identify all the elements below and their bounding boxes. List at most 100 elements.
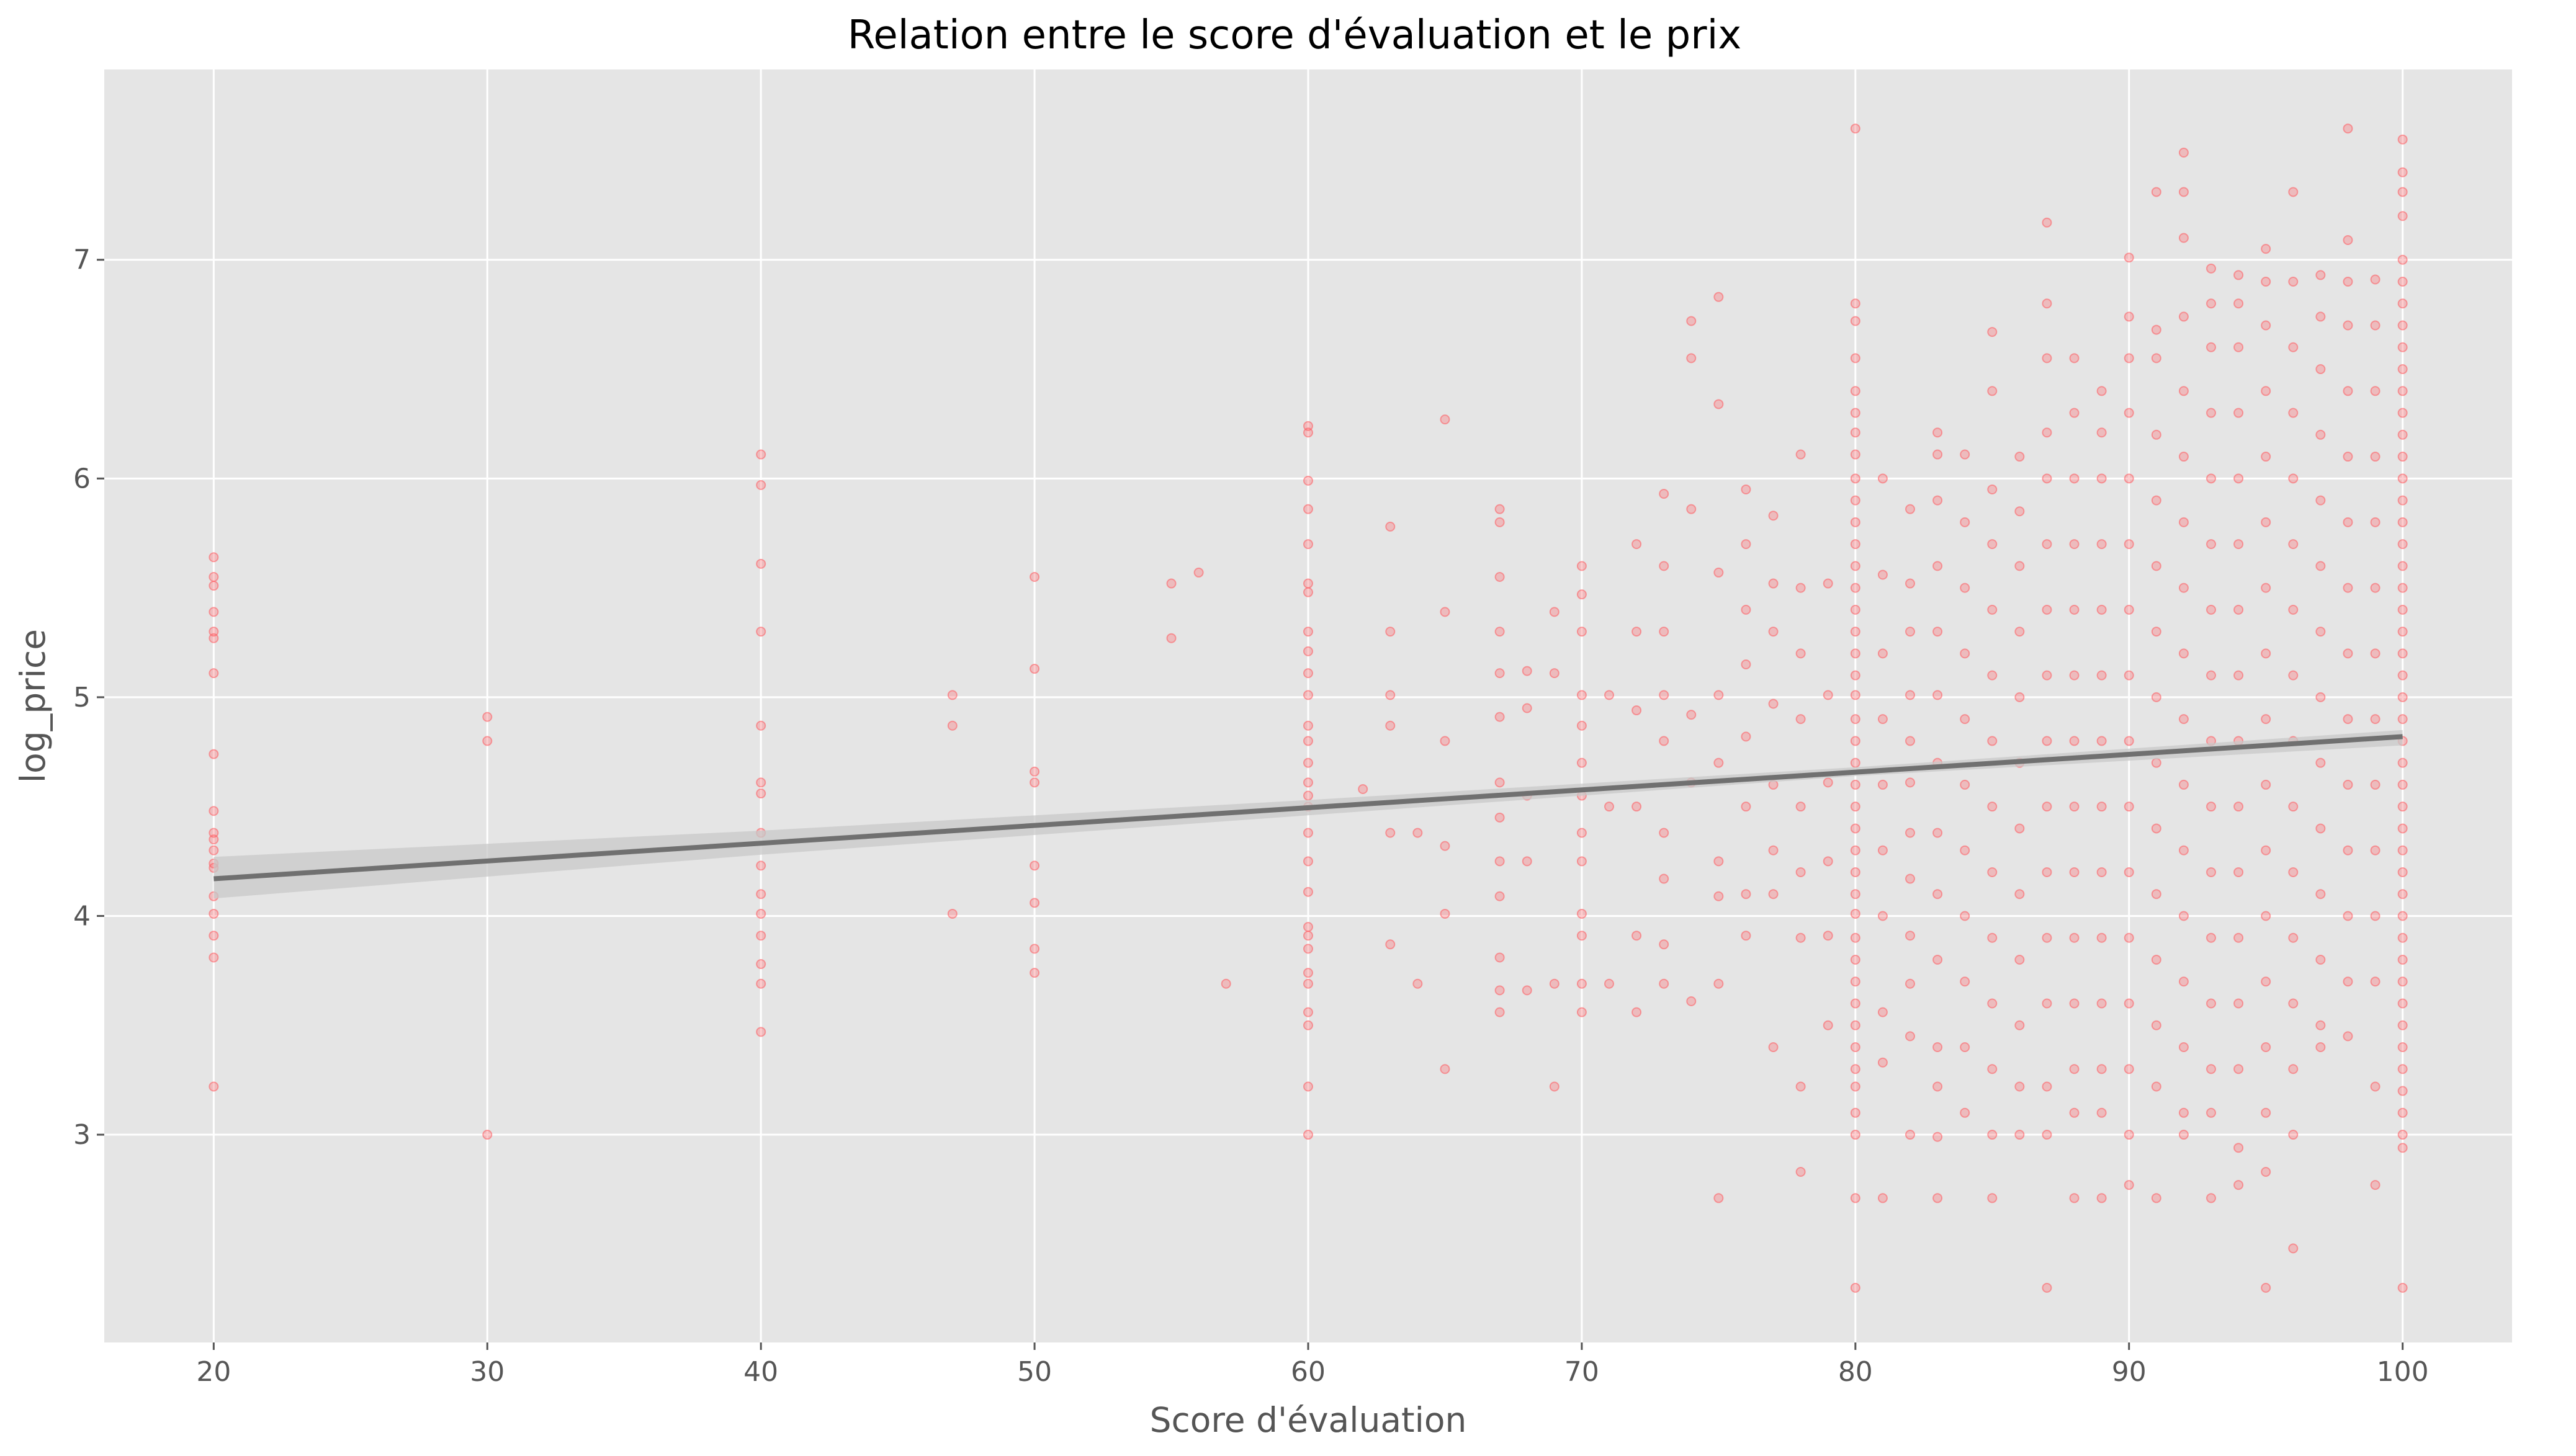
scatter-point [1932, 828, 1943, 838]
scatter-point [2151, 1193, 2161, 1204]
scatter-point [2370, 583, 2381, 593]
scatter-point [1960, 583, 1970, 593]
scatter-point [1303, 856, 1313, 867]
scatter-point [2233, 473, 2244, 484]
scatter-point [1960, 714, 1970, 725]
scatter-point [2096, 802, 2107, 812]
scatter-point [1604, 978, 1614, 989]
scatter-point [1850, 316, 1860, 326]
scatter-point [1850, 353, 1860, 364]
scatter-point [2151, 353, 2161, 364]
scatter-point [2124, 604, 2134, 615]
scatter-point [1768, 578, 1779, 589]
scatter-point [2042, 353, 2052, 364]
scatter-point [2397, 277, 2408, 287]
scatter-point [2151, 429, 2161, 440]
scatter-point [1932, 561, 1943, 571]
scatter-point [1987, 539, 1998, 550]
scatter-point [2124, 311, 2134, 322]
scatter-point [2042, 427, 2052, 438]
scatter-point [1905, 627, 1915, 637]
scatter-point [2042, 932, 2052, 943]
scatter-point [1494, 504, 1505, 514]
scatter-point [2370, 1180, 2381, 1190]
scatter-point [2233, 408, 2244, 418]
scatter-point [1960, 845, 1970, 855]
scatter-point [2096, 932, 2107, 943]
scatter-point [1768, 699, 1779, 709]
scatter-point [756, 908, 766, 919]
scatter-point [2096, 539, 2107, 550]
x-axis-label: Score d'évaluation [1150, 1400, 1467, 1440]
scatter-point [756, 889, 766, 900]
scatter-point [2151, 495, 2161, 506]
scatter-point [1576, 856, 1587, 867]
scatter-point [1522, 985, 1532, 996]
scatter-point [2397, 298, 2408, 309]
scatter-point [1795, 932, 1806, 943]
scatter-point [1932, 495, 1943, 506]
scatter-point [2014, 627, 2025, 637]
scatter-point [1768, 627, 1779, 637]
scatter-point [2206, 298, 2216, 309]
scatter-point [1987, 932, 1998, 943]
scatter-point [2397, 670, 2408, 681]
scatter-point [2261, 779, 2271, 790]
scatter-point [1549, 607, 1560, 617]
scatter-point [1877, 1007, 1888, 1017]
scatter-point [1385, 690, 1396, 700]
scatter-point [1030, 777, 1040, 788]
regression-fit [213, 730, 2403, 899]
scatter-point [2233, 932, 2244, 943]
scatter-point [1193, 567, 1204, 578]
scatter-point [2069, 473, 2080, 484]
scatter-point [2014, 889, 2025, 900]
scatter-point [1358, 784, 1368, 794]
scatter-point [1303, 978, 1313, 989]
scatter-point [1494, 668, 1505, 679]
scatter-point [2206, 867, 2216, 877]
scatter-point [1768, 889, 1779, 900]
scatter-point [2178, 1042, 2189, 1053]
scatter-point [2288, 1243, 2299, 1254]
scatter-point [1932, 1042, 1943, 1053]
scatter-point [2315, 954, 2326, 965]
scatter-point [1549, 978, 1560, 989]
scatter-point [482, 1130, 493, 1140]
scatter-point [2397, 320, 2408, 331]
scatter-point [1303, 504, 1313, 514]
scatter-point [2178, 648, 2189, 659]
scatter-point [1850, 386, 1860, 396]
scatter-point [1850, 1020, 1860, 1030]
scatter-point [1713, 690, 1724, 700]
scatter-point [2233, 670, 2244, 681]
x-tick-label: 80 [1838, 1356, 1873, 1388]
scatter-point [1576, 978, 1587, 989]
scatter-point [1987, 1064, 1998, 1074]
scatter-point [2397, 342, 2408, 352]
scatter-point [2343, 648, 2353, 659]
scatter-point [2261, 1166, 2271, 1177]
scatter-point [2397, 452, 2408, 462]
scatter-point [2069, 932, 2080, 943]
scatter-point [2397, 911, 2408, 921]
scatter-point [2151, 692, 2161, 702]
y-tick-label: 6 [73, 463, 91, 494]
scatter-point [1987, 802, 1998, 812]
scatter-point [1303, 646, 1313, 656]
scatter-point [1795, 802, 1806, 812]
scatter-point [1987, 1130, 1998, 1140]
scatter-point [2124, 932, 2134, 943]
scatter-point [1440, 607, 1450, 617]
x-tick-label: 100 [2377, 1356, 2429, 1388]
scatter-point [2206, 998, 2216, 1009]
scatter-point [1659, 736, 1669, 746]
scatter-point [1030, 664, 1040, 674]
scatter-point [2014, 452, 2025, 462]
scatter-point [2014, 954, 2025, 965]
scatter-point [2397, 845, 2408, 855]
scatter-point [1576, 589, 1587, 600]
scatter-point [1303, 931, 1313, 941]
scatter-point [209, 633, 219, 643]
scatter-point [2370, 386, 2381, 396]
